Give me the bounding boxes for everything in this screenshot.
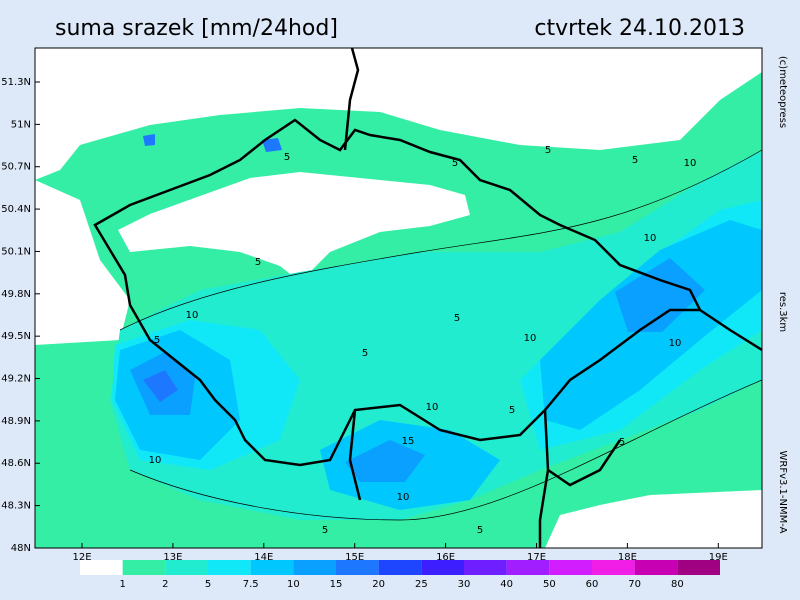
- model: WRFv3.1-NMM-A: [777, 451, 788, 534]
- dry-area: [35, 180, 130, 345]
- legend-label: 25: [415, 579, 428, 590]
- contour-label: 5: [545, 145, 551, 156]
- precip-field: [35, 48, 762, 548]
- rain-core: [143, 134, 155, 146]
- generated: 51.3N 51N 50.7N 50.4N 50.1N 49.8N 49.5N 49.2N 48…: [1, 77, 728, 590]
- contour: [119, 149, 762, 521]
- legend-label: 30: [458, 579, 471, 590]
- title: suma srazek [mm/24hod]: [55, 16, 338, 41]
- contour-label: 10: [186, 310, 199, 321]
- contour-label: 10: [397, 492, 410, 503]
- lon-label: 12E: [72, 552, 91, 563]
- contour-label: 10: [149, 455, 162, 466]
- legend-label: 7.5: [243, 579, 259, 590]
- lat-label: 48.3N: [1, 501, 31, 512]
- lon-label: 14E: [254, 552, 273, 563]
- lat-label: 49.5N: [1, 331, 31, 342]
- legend-swatch: [293, 560, 336, 575]
- contour-label: 10: [669, 338, 682, 349]
- legend-label: 5: [205, 579, 211, 590]
- contour-label: 5: [255, 257, 261, 268]
- legend-swatch: [80, 560, 123, 575]
- legend-label: 60: [586, 579, 599, 590]
- lat-label: 51N: [11, 119, 31, 130]
- contour-label: 5: [632, 155, 638, 166]
- contour-label: 5: [477, 525, 483, 536]
- rain-core: [262, 138, 282, 152]
- lat-label: 50.1N: [1, 246, 31, 257]
- lon-label: 19E: [709, 552, 728, 563]
- contour-label: 5: [509, 405, 515, 416]
- legend-swatch: [336, 560, 379, 575]
- copyright: (c)meteopress: [777, 56, 788, 128]
- dry-area: [118, 172, 470, 282]
- contour-label: 10: [524, 333, 537, 344]
- legend-swatch: [165, 560, 208, 575]
- legend-swatch: [378, 560, 422, 575]
- rain-core: [143, 370, 178, 402]
- contour-label: 10: [684, 158, 697, 169]
- legend-label: 1: [119, 579, 125, 590]
- rain-core: [615, 258, 705, 332]
- legend-swatch: [250, 560, 294, 575]
- lat-label: 49.2N: [1, 374, 31, 385]
- lon-label: 16E: [436, 552, 455, 563]
- legend-swatch: [634, 560, 678, 575]
- contour-label: 5: [284, 152, 290, 163]
- lat-label: 50.7N: [1, 162, 31, 173]
- dry-area: [545, 490, 762, 548]
- lat-label: 48N: [11, 543, 31, 554]
- rain-core: [345, 440, 425, 482]
- lat-label: 50.4N: [1, 204, 31, 215]
- lon-label: 18E: [618, 552, 637, 563]
- legend-swatch: [592, 560, 635, 575]
- legend-label: 15: [330, 579, 343, 590]
- contour-label: 10: [426, 402, 439, 413]
- country-border: [93, 48, 762, 548]
- map-frame: [34, 47, 763, 549]
- legend-label: 2: [162, 579, 168, 590]
- legend-label: 50: [543, 579, 556, 590]
- legend-label: 20: [372, 579, 385, 590]
- contour-label: 5: [362, 348, 368, 359]
- legend-swatch: [208, 560, 251, 575]
- lat-label: 51.3N: [1, 77, 31, 88]
- legend-label: 40: [500, 579, 513, 590]
- date: ctvrtek 24.10.2013: [534, 16, 745, 41]
- lat-label: 49.8N: [1, 289, 31, 300]
- legend-swatch: [122, 560, 166, 575]
- legend-swatch: [464, 560, 507, 575]
- legend-swatch: [549, 560, 592, 575]
- lon-label: 17E: [527, 552, 546, 563]
- contour-label: 5: [454, 313, 460, 324]
- contour-label: 5: [619, 437, 625, 448]
- legend-swatch: [506, 560, 550, 575]
- lon-label: 13E: [163, 552, 182, 563]
- contour-label: 10: [644, 233, 657, 244]
- contour-label: 5: [322, 525, 328, 536]
- contour-label: 5: [154, 335, 160, 346]
- lon-label: 15E: [345, 552, 364, 563]
- legend-swatch: [677, 560, 720, 575]
- legend-swatch: [421, 560, 464, 575]
- legend-label: 70: [628, 579, 641, 590]
- contour-label: 5: [452, 158, 458, 169]
- legend-label: 80: [671, 579, 684, 590]
- lat-label: 48.9N: [1, 416, 31, 427]
- resolution: res.3km: [777, 292, 788, 332]
- legend-label: 10: [287, 579, 300, 590]
- dry-area: [35, 48, 762, 180]
- contour-label: 15: [402, 436, 415, 447]
- lat-label: 48.6N: [1, 458, 31, 469]
